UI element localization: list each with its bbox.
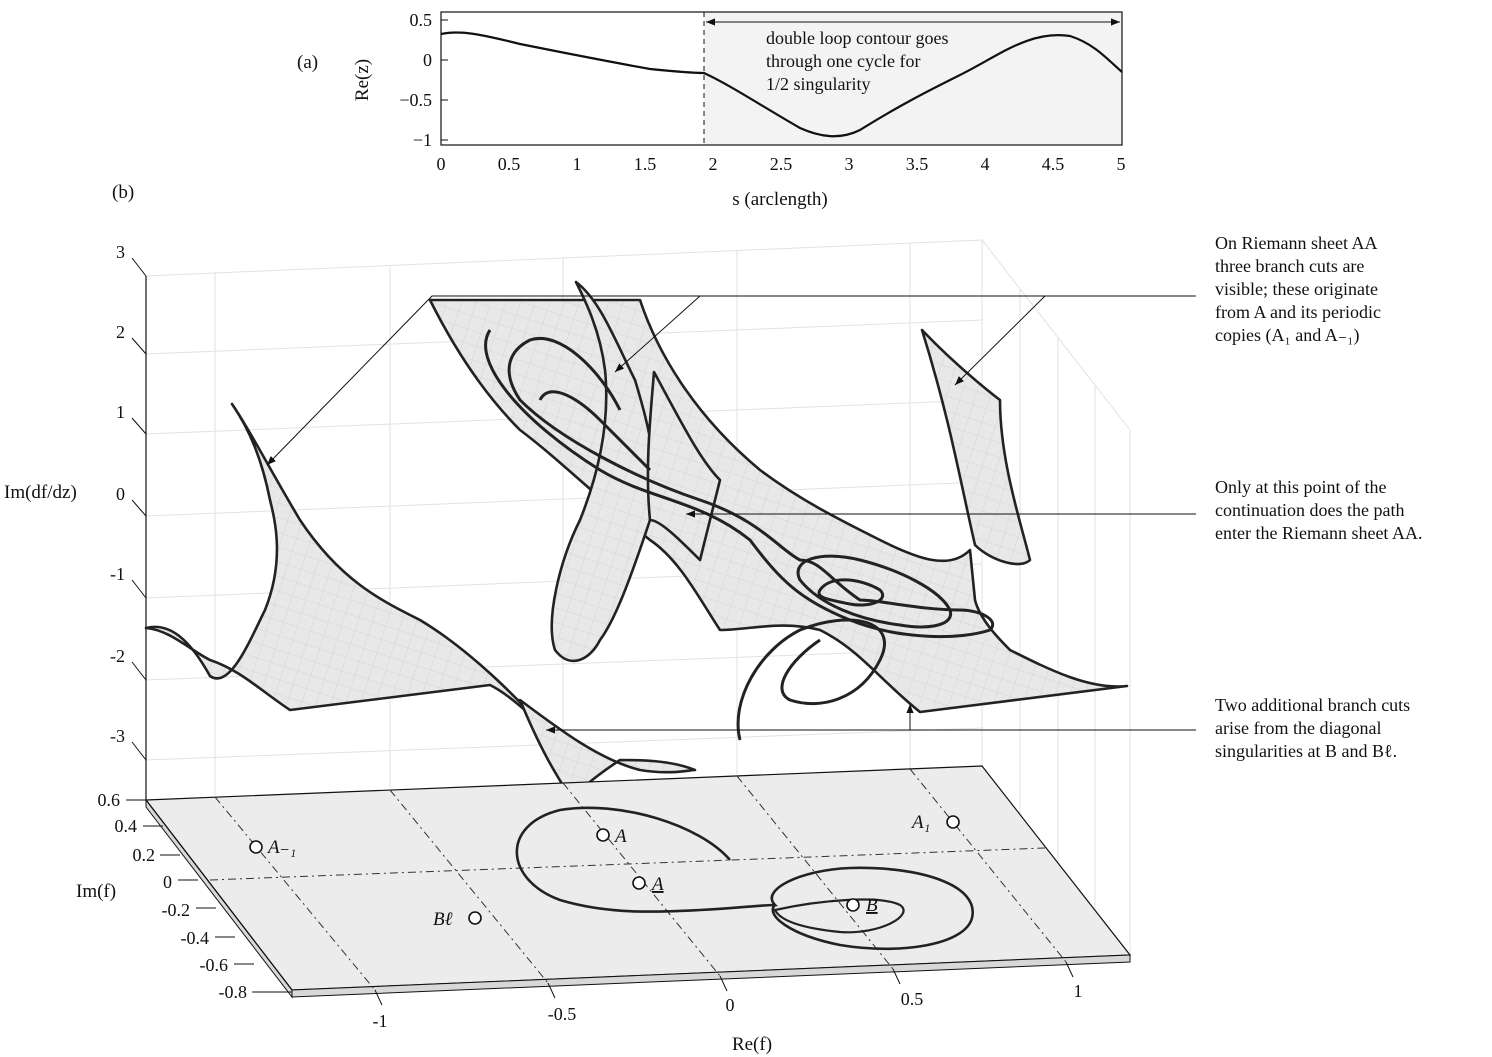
- imf-tick-1: 0.4: [115, 816, 138, 836]
- inner-loop-right: [796, 554, 953, 629]
- annotation-line-1: double loop contour goes: [766, 28, 948, 48]
- x-axis-label: s (arclength): [732, 189, 827, 210]
- imf-tick-5: -0.4: [181, 928, 210, 948]
- xtick-10: 5: [1117, 154, 1126, 174]
- imf-tick-0: 0.6: [98, 790, 121, 810]
- ztick-4: -1: [110, 564, 125, 584]
- panel-a: 0.5 0 −0.5 −1 0 0.5 1 1.5 2 2.5 3 3.5 4 …: [297, 10, 1126, 210]
- inner-loop-small: [817, 578, 884, 607]
- panel-a-frame: [440, 11, 1123, 146]
- annotation-top: On Riemann sheet AA three branch cuts ar…: [1215, 232, 1381, 347]
- ztick-2: 1: [116, 402, 125, 422]
- annotation-top-line-5: copies (A₁ and A₋₁): [1215, 325, 1360, 345]
- imf-axis: 0.6 0.4 0.2 0 -0.2 -0.4 -0.6 -0.8 Im(f): [76, 790, 293, 1002]
- xtick-6: 3: [845, 154, 854, 174]
- annotation-middle-line-3: enter the Riemann sheet AA.: [1215, 523, 1423, 543]
- z-axis: 3 2 1 0 -1 -2 -3 Im(df/dz): [4, 242, 147, 800]
- ztick-3: 0: [116, 484, 125, 504]
- surface-left-sheet: [144, 402, 553, 738]
- point-b-ell: [468, 911, 482, 925]
- ztick-5: -2: [110, 646, 125, 666]
- lower-loop: [736, 618, 886, 741]
- annotation-middle-line-1: Only at this point of the: [1215, 477, 1387, 497]
- label-b-under: B: [866, 895, 878, 916]
- riemann-surface: [144, 280, 1129, 802]
- ref-tick-0: -1: [373, 1011, 388, 1031]
- base-plane: A₋₁ A A Bℓ B A₁: [144, 765, 1132, 999]
- ztick-6: -3: [110, 726, 125, 746]
- point-a-minus1: [249, 840, 263, 854]
- ytick-2: −0.5: [399, 90, 432, 110]
- imf-tick-4: -0.2: [162, 900, 191, 920]
- imf-tick-2: 0.2: [133, 845, 156, 865]
- ref-tick-4: 1: [1074, 981, 1083, 1001]
- annotation-line-2: through one cycle for: [766, 51, 920, 71]
- surface-right-cut: [920, 328, 1032, 566]
- label-a1: A₁: [910, 812, 930, 833]
- label-a: A: [613, 826, 627, 847]
- ztick-1: 2: [116, 322, 125, 342]
- point-b-under: [846, 898, 860, 912]
- imf-tick-3: 0: [163, 872, 172, 892]
- inner-loop-top: [538, 390, 652, 472]
- annotation-bottom: Two additional branch cuts arise from th…: [1215, 694, 1410, 763]
- imf-axis-label: Im(f): [76, 881, 116, 902]
- ref-tick-3: 0.5: [901, 989, 924, 1009]
- xtick-7: 3.5: [906, 154, 929, 174]
- ytick-3: −1: [413, 130, 432, 150]
- outer-loop: [484, 329, 994, 639]
- annotation-top-line-2: three branch cuts are: [1215, 256, 1365, 276]
- label-b-ell: Bℓ: [433, 909, 453, 930]
- ref-axis: -1 -0.5 0 0.5 1 Re(f): [373, 961, 1083, 1055]
- ref-axis-label: Re(f): [732, 1034, 772, 1055]
- panel-b-label: (b): [112, 182, 134, 203]
- panel-a-label: (a): [297, 52, 318, 73]
- contour-loops: [484, 329, 994, 741]
- label-a-under: A: [650, 874, 664, 895]
- ytick-0: 0.5: [410, 10, 433, 30]
- leader-lines: [266, 295, 1196, 734]
- xtick-9: 4.5: [1042, 154, 1065, 174]
- imf-tick-6: -0.6: [200, 955, 229, 975]
- panel-b: (b): [4, 182, 1196, 1055]
- annotation-middle-line-2: continuation does the path: [1215, 500, 1405, 520]
- annotation-line-3: 1/2 singularity: [766, 74, 871, 94]
- z-axis-label: Im(df/dz): [4, 482, 77, 503]
- imf-tick-7: -0.8: [219, 982, 248, 1002]
- plane-contour: [515, 806, 974, 951]
- xtick-2: 1: [573, 154, 582, 174]
- xtick-8: 4: [981, 154, 990, 174]
- surface-right-sheet: [428, 298, 1129, 714]
- x-ticks: 0 0.5 1 1.5 2 2.5 3 3.5 4 4.5 5: [437, 154, 1126, 174]
- xtick-4: 2: [709, 154, 718, 174]
- point-a-under: [632, 876, 646, 890]
- annotation-top-line-1: On Riemann sheet AA: [1215, 233, 1378, 253]
- point-a: [596, 828, 610, 842]
- annotation-bottom-line-3: singularities at B and Bℓ.: [1215, 741, 1398, 761]
- annotation-top-line-3: visible; these originate: [1215, 279, 1378, 299]
- annotation-bottom-line-1: Two additional branch cuts: [1215, 695, 1411, 715]
- annotation-middle: Only at this point of the continuation d…: [1215, 476, 1422, 545]
- ztick-0: 3: [116, 242, 125, 262]
- annotation-top-line-4: from A and its periodic: [1215, 302, 1381, 322]
- ytick-1: 0: [423, 50, 432, 70]
- y-ticks: 0.5 0 −0.5 −1: [399, 10, 448, 150]
- ref-tick-2: 0: [726, 995, 735, 1015]
- ref-tick-1: -0.5: [548, 1004, 577, 1024]
- xtick-1: 0.5: [498, 154, 521, 174]
- highlight-region: [704, 12, 1122, 145]
- xtick-3: 1.5: [634, 154, 657, 174]
- label-a-minus1: A₋₁: [266, 837, 296, 858]
- point-a1: [946, 815, 960, 829]
- xtick-5: 2.5: [770, 154, 793, 174]
- annotation-bottom-line-2: arise from the diagonal: [1215, 718, 1382, 738]
- xtick-0: 0: [437, 154, 446, 174]
- plane-inner-loop: [773, 898, 905, 934]
- re-z-curve: [440, 31, 1123, 138]
- y-axis-label: Re(z): [352, 59, 373, 101]
